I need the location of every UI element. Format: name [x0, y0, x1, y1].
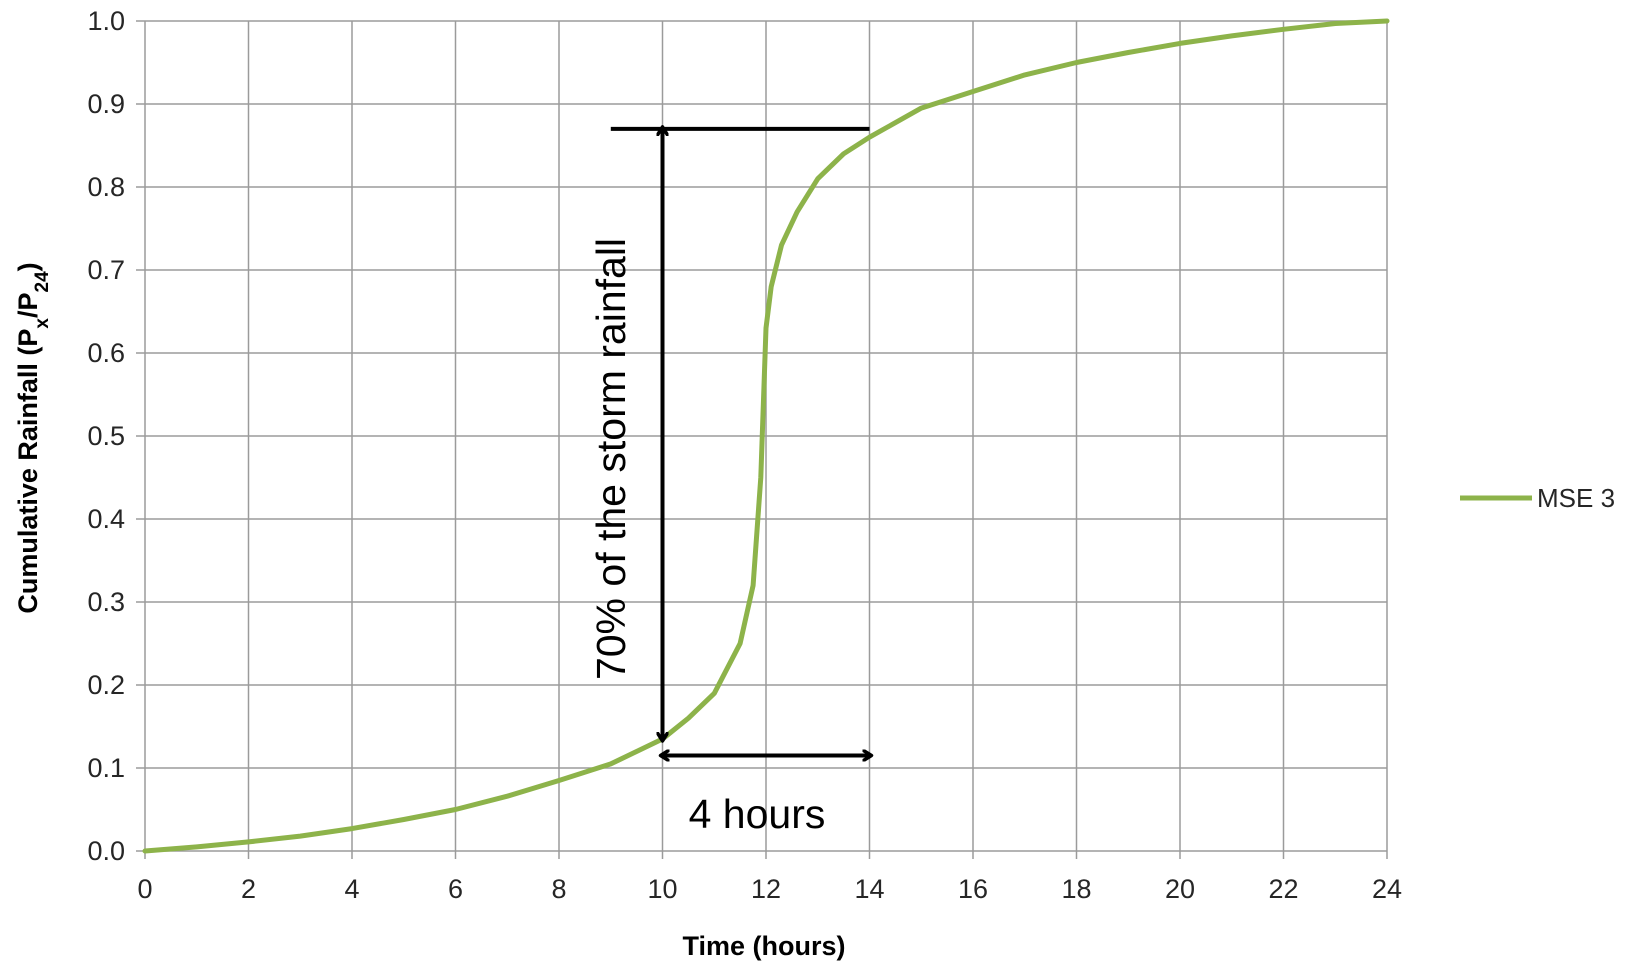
y-tick-label: 0.8	[87, 172, 125, 202]
x-tick-label: 12	[751, 874, 781, 904]
y-tick-label: 0.1	[87, 753, 125, 783]
x-tick-label: 24	[1372, 874, 1402, 904]
x-tick-label: 20	[1165, 874, 1195, 904]
y-axis-title-sub-x: x	[32, 318, 53, 329]
x-tick-label: 22	[1268, 874, 1298, 904]
y-tick-label: 0.7	[87, 255, 125, 285]
y-tick-label: 1.0	[87, 6, 125, 36]
y-tick-label: 0.6	[87, 338, 125, 368]
annotation-horizontal-text: 4 hours	[689, 791, 826, 837]
y-tick-label: 0.4	[87, 504, 125, 534]
y-tick-label: 0.9	[87, 89, 125, 119]
series-line-mse-3	[142, 18, 1390, 854]
tick-labels: 0 2 4 6 8 10 12 14 16 18 20 22 240.00.10.20.30.40.50…	[87, 6, 1402, 904]
x-tick-label: 14	[854, 874, 884, 904]
x-tick-label: 2	[241, 874, 256, 904]
series-layer	[142, 18, 1390, 854]
x-tick-label: 8	[551, 874, 566, 904]
x-tick-label: 16	[958, 874, 988, 904]
x-tick-label: 18	[1061, 874, 1091, 904]
legend: MSE 3	[1460, 483, 1615, 513]
y-tick-label: 0.5	[87, 421, 125, 451]
legend-label-mse-3: MSE 3	[1537, 483, 1615, 513]
x-axis-title: Time (hours)	[682, 931, 845, 961]
x-tick-label: 0	[137, 874, 152, 904]
y-axis-title: Cumulative Rainfall (Px/P24)	[13, 262, 53, 613]
y-axis-title-prefix: Cumulative Rainfall (P	[13, 329, 43, 614]
x-tick-label: 4	[344, 874, 359, 904]
y-tick-label: 0.2	[87, 670, 125, 700]
annotation-vertical-text: 70% of the storm rainfall	[588, 238, 634, 680]
x-tick-label: 10	[647, 874, 677, 904]
x-tick-label: 6	[448, 874, 463, 904]
y-tick-label: 0.3	[87, 587, 125, 617]
annotations	[610, 129, 870, 756]
y-axis-title-mid: /P	[13, 292, 43, 318]
y-axis-title-suffix: )	[13, 262, 43, 271]
y-tick-label: 0.0	[87, 836, 125, 866]
y-axis-title-sub-24: 24	[32, 271, 53, 293]
